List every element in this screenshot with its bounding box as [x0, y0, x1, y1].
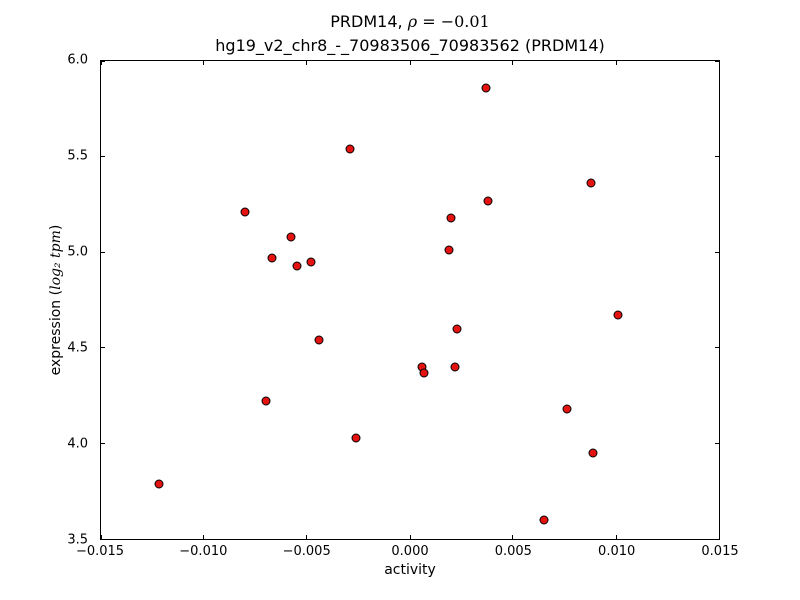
x-tick-mark — [512, 61, 514, 65]
data-point — [261, 396, 271, 406]
y-tick-mark — [101, 251, 105, 253]
x-tick-mark — [615, 535, 617, 539]
data-point — [240, 207, 250, 217]
chart-title: PRDM14, ρ = −0.01 hg19_v2_chr8_-_7098350… — [100, 10, 720, 58]
x-tick-mark — [203, 535, 205, 539]
plot-area — [100, 60, 720, 540]
y-tick-mark — [715, 60, 719, 62]
x-tick-mark — [100, 61, 102, 65]
data-point — [452, 324, 462, 334]
y-tick-mark — [101, 156, 105, 158]
y-tick-label: 5.5 — [67, 148, 88, 164]
y-tick-mark — [715, 347, 719, 349]
x-tick-mark — [718, 61, 720, 65]
y-tick-mark — [101, 538, 105, 540]
data-point — [562, 404, 572, 414]
y-tick-mark — [715, 156, 719, 158]
title-rho-symbol: ρ — [407, 12, 418, 31]
x-tick-label: 0.015 — [701, 544, 739, 559]
x-tick-mark — [718, 535, 720, 539]
y-tick-labels: 3.5 4.0 4.5 5.0 5.5 6.0 — [0, 53, 94, 548]
x-tick-label: 0.000 — [391, 544, 429, 559]
data-point — [483, 196, 493, 206]
data-point — [306, 257, 316, 267]
data-point — [345, 144, 355, 154]
y-tick-mark — [715, 442, 719, 444]
x-tick-mark — [306, 61, 308, 65]
y-tick-mark — [715, 251, 719, 253]
y-tick-label: 4.5 — [67, 340, 88, 356]
y-tick-label: 4.0 — [67, 436, 88, 452]
y-tick-label: 3.5 — [67, 532, 88, 548]
data-point — [586, 178, 596, 188]
x-tick-label: 0.005 — [494, 544, 532, 559]
data-point — [267, 253, 277, 263]
x-tick-mark — [306, 535, 308, 539]
x-tick-mark — [203, 61, 205, 65]
y-tick-mark — [101, 60, 105, 62]
title-rho-value: = −0.01 — [417, 12, 490, 31]
x-tick-mark — [409, 535, 411, 539]
y-tick-label: 5.0 — [67, 244, 88, 260]
y-tick-mark — [101, 442, 105, 444]
data-point — [419, 368, 429, 378]
x-tick-label: 0.010 — [598, 544, 636, 559]
y-tick-mark — [101, 347, 105, 349]
x-tick-mark — [409, 61, 411, 65]
data-point — [154, 479, 164, 489]
data-point — [292, 261, 302, 271]
x-tick-mark — [512, 535, 514, 539]
data-point — [314, 335, 324, 345]
title-gene-name: PRDM14, — [330, 12, 408, 31]
data-point — [588, 448, 598, 458]
data-point — [481, 83, 491, 93]
x-tick-mark — [615, 61, 617, 65]
data-point — [444, 245, 454, 255]
x-tick-label: −0.005 — [282, 544, 331, 559]
x-tick-labels: −0.015 −0.010 −0.005 0.000 0.005 0.010 0.015 — [76, 541, 739, 561]
y-tick-label: 6.0 — [67, 52, 88, 68]
x-axis-label: activity — [384, 562, 436, 578]
data-point — [613, 310, 623, 320]
x-tick-label: −0.015 — [75, 544, 125, 559]
data-point — [446, 213, 456, 223]
data-point — [351, 433, 361, 443]
x-tick-mark — [100, 535, 102, 539]
y-tick-mark — [715, 538, 719, 540]
chart-title-line2: hg19_v2_chr8_-_70983506_70983562 (PRDM14… — [215, 36, 605, 55]
data-point — [286, 232, 296, 242]
data-point — [539, 515, 549, 525]
data-point — [450, 362, 460, 372]
x-tick-label: −0.010 — [179, 544, 228, 559]
chart-title-line1: PRDM14, ρ = −0.01 — [100, 10, 720, 34]
